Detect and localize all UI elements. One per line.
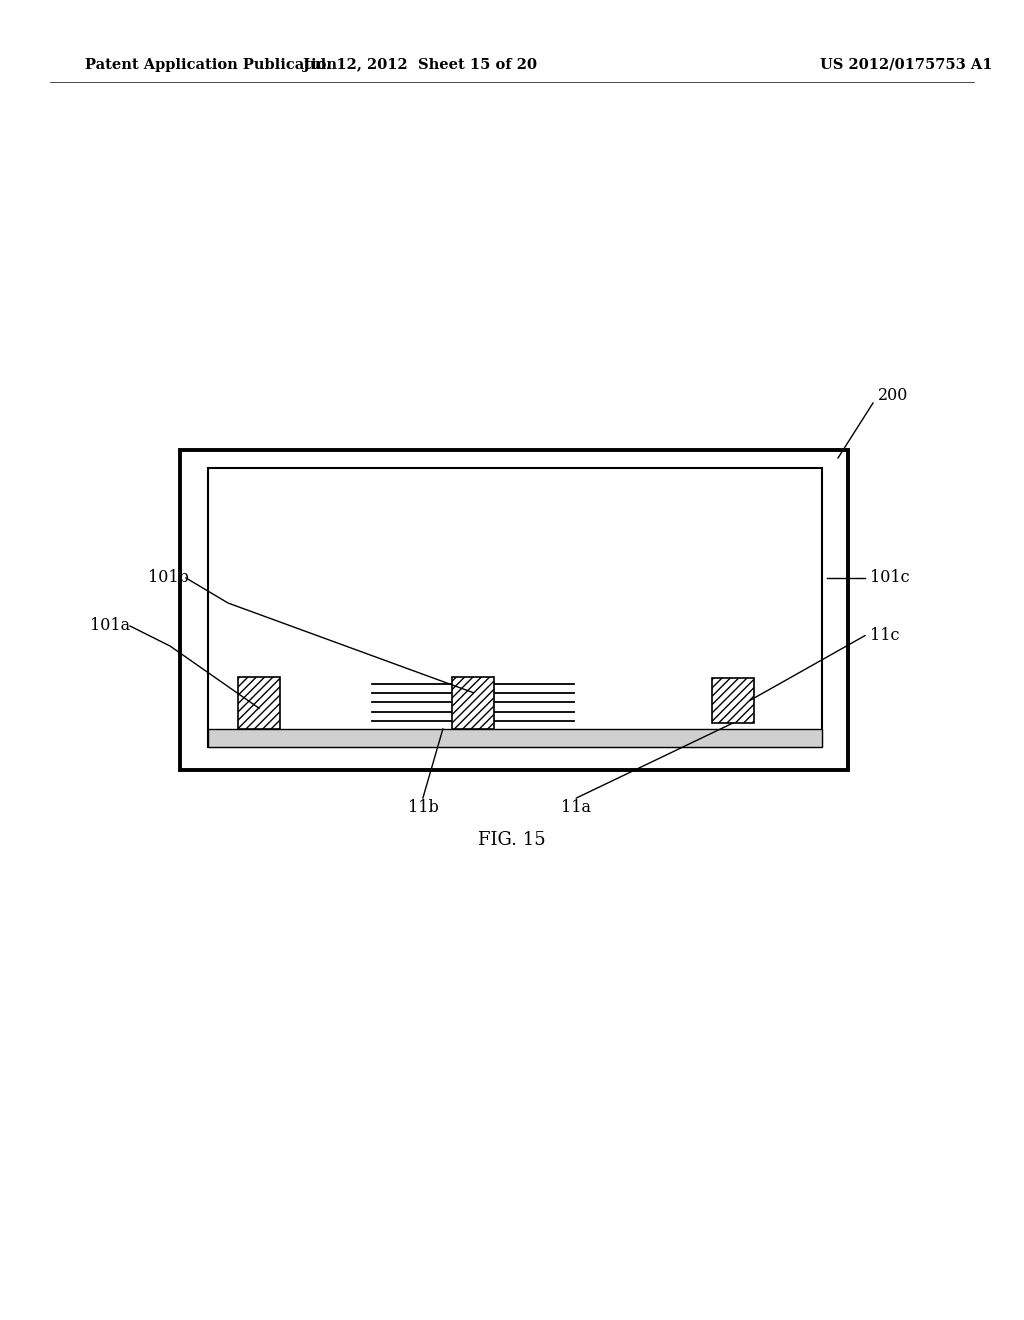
- Text: 101a: 101a: [90, 618, 130, 635]
- Bar: [238, 677, 280, 729]
- Text: 11c: 11c: [870, 627, 899, 644]
- Text: 11a: 11a: [561, 800, 592, 817]
- Text: Jul. 12, 2012  Sheet 15 of 20: Jul. 12, 2012 Sheet 15 of 20: [303, 58, 537, 73]
- Bar: [208, 469, 822, 747]
- Bar: [453, 677, 495, 729]
- Text: Patent Application Publication: Patent Application Publication: [85, 58, 337, 73]
- Bar: [180, 450, 848, 770]
- Text: 11b: 11b: [408, 800, 438, 817]
- Text: 200: 200: [878, 387, 908, 404]
- Text: 101b: 101b: [148, 569, 188, 586]
- Text: US 2012/0175753 A1: US 2012/0175753 A1: [820, 58, 992, 73]
- Text: 101c: 101c: [870, 569, 909, 586]
- Text: FIG. 15: FIG. 15: [478, 832, 546, 849]
- Bar: [712, 678, 754, 723]
- Bar: [208, 729, 822, 747]
